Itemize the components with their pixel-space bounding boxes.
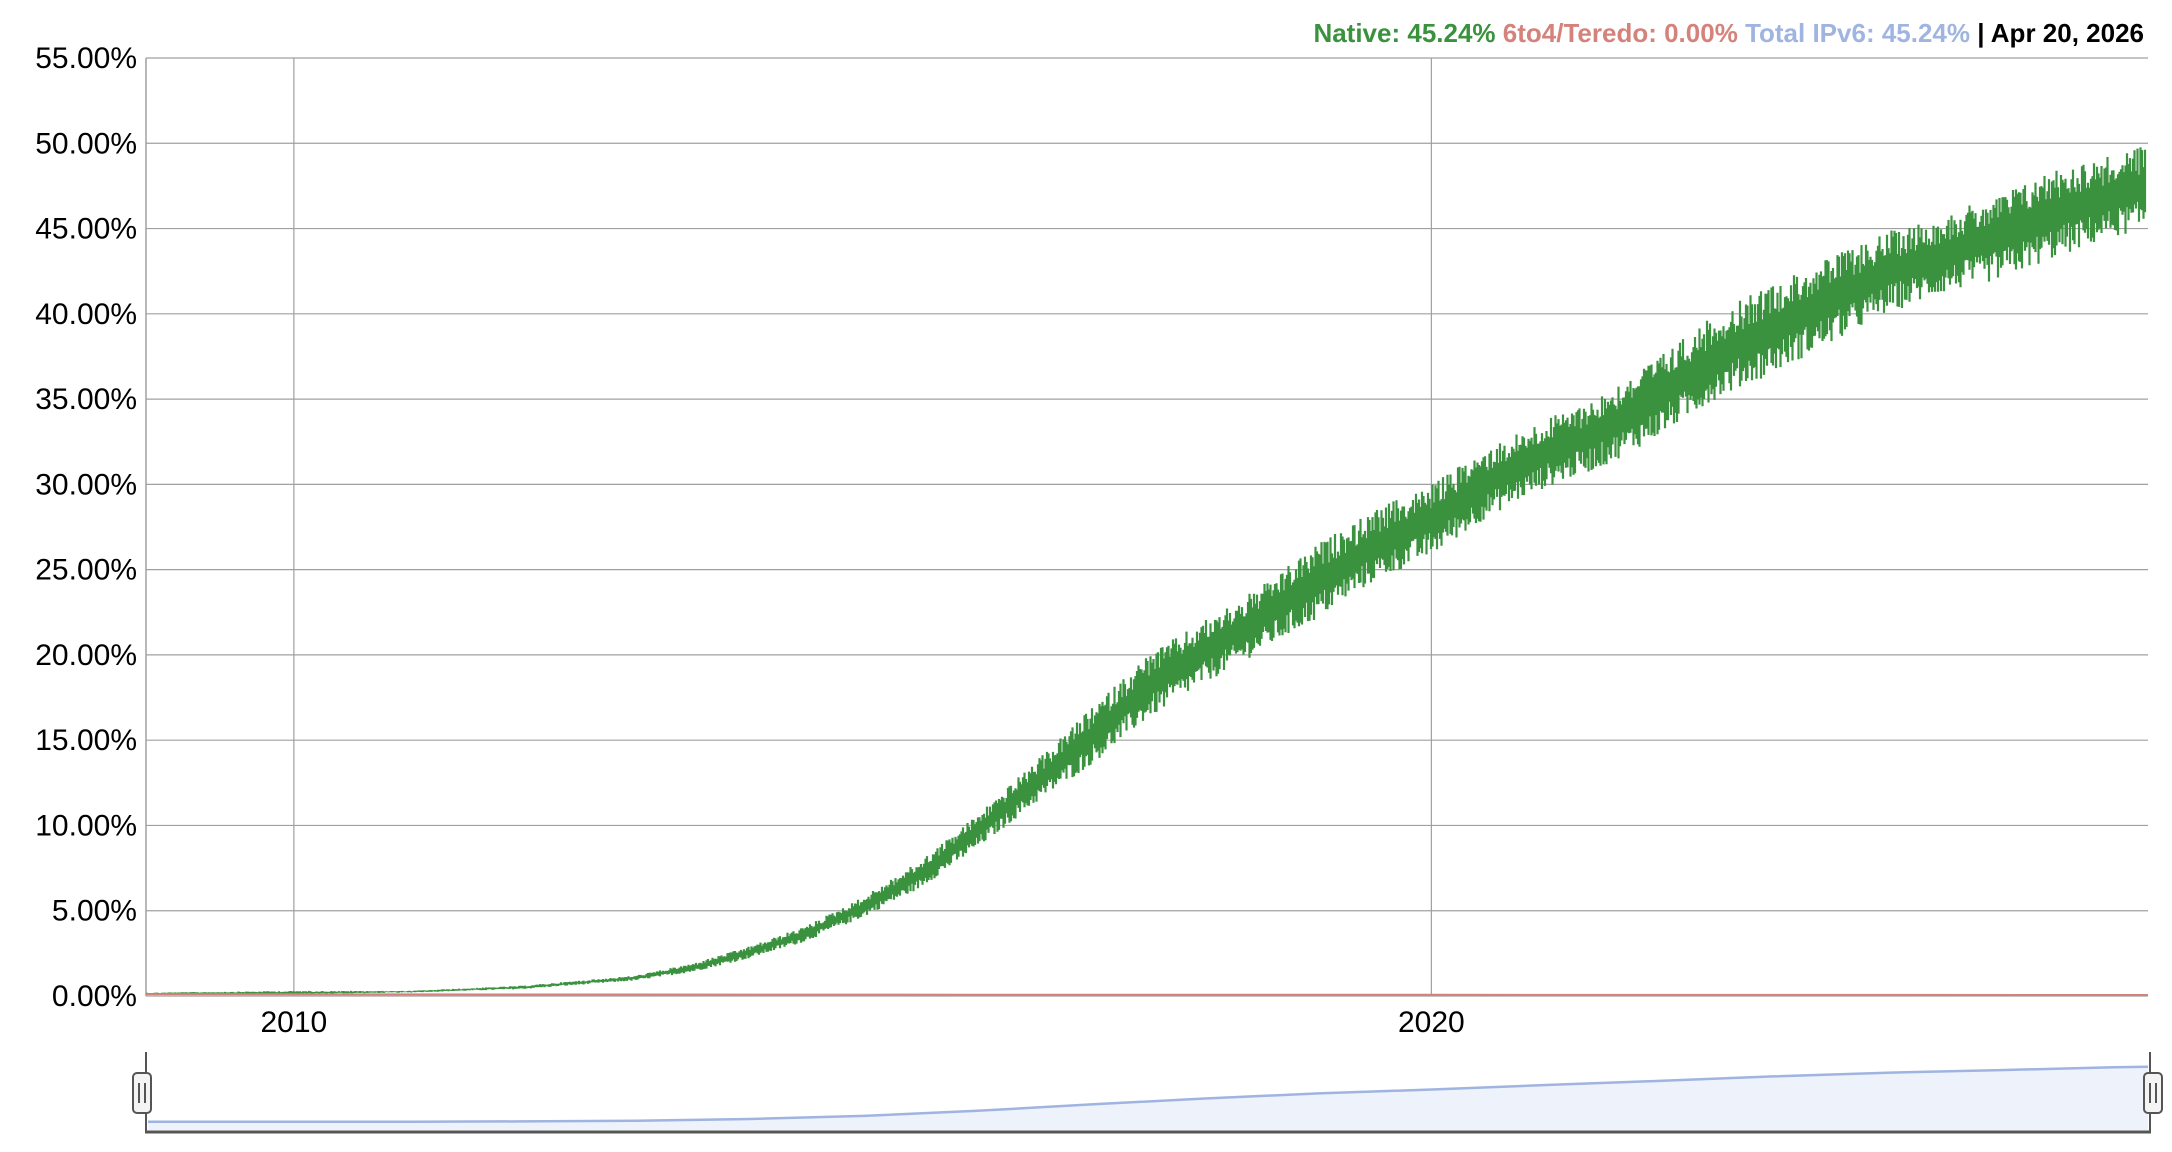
navigator-left-handle[interactable] — [132, 1072, 152, 1114]
grid-lines — [145, 57, 2148, 997]
range-navigator[interactable] — [132, 1052, 2163, 1134]
navigator-right-handle[interactable] — [2143, 1072, 2163, 1114]
axis-labels: 0.00% 5.00% 10.00% 15.00% 20.00% 25.00% 30.00%… — [35, 42, 1465, 1039]
series-native-band — [145, 147, 2147, 995]
navigator-left-handle-body[interactable] — [132, 1072, 152, 1114]
y-tick-label: 20.00% — [35, 639, 137, 672]
legend-total: Total IPv6: 45.24% — [1745, 18, 1971, 48]
x-tick-label: 2010 — [261, 1006, 328, 1039]
y-tick-label: 5.00% — [52, 895, 137, 928]
series-layer — [145, 147, 2149, 996]
navigator-line — [148, 1065, 2149, 1124]
y-tick-label: 15.00% — [35, 724, 137, 757]
y-tick-label: 0.00% — [52, 980, 137, 1013]
y-tick-label: 35.00% — [35, 383, 137, 416]
chart-legend: Native: 45.24% 6to4/Teredo: 0.00% Total … — [1313, 18, 2144, 48]
y-tick-label: 30.00% — [35, 468, 137, 501]
legend-native: Native: 45.24% — [1313, 18, 1496, 48]
y-tick-label: 40.00% — [35, 298, 137, 331]
y-tick-label: 50.00% — [35, 127, 137, 160]
y-tick-label: 10.00% — [35, 809, 137, 842]
legend-separator: | — [1970, 18, 1991, 48]
y-tick-label: 55.00% — [35, 42, 137, 75]
legend-teredo: 6to4/Teredo: 0.00% — [1502, 18, 1738, 48]
y-tick-label: 45.00% — [35, 213, 137, 246]
legend-date: Apr 20, 2026 — [1990, 18, 2144, 48]
series-teredo-line — [145, 993, 2149, 996]
navigator-right-handle-body[interactable] — [2143, 1072, 2163, 1114]
y-tick-label: 25.00% — [35, 554, 137, 587]
x-tick-label: 2020 — [1398, 1006, 1465, 1039]
